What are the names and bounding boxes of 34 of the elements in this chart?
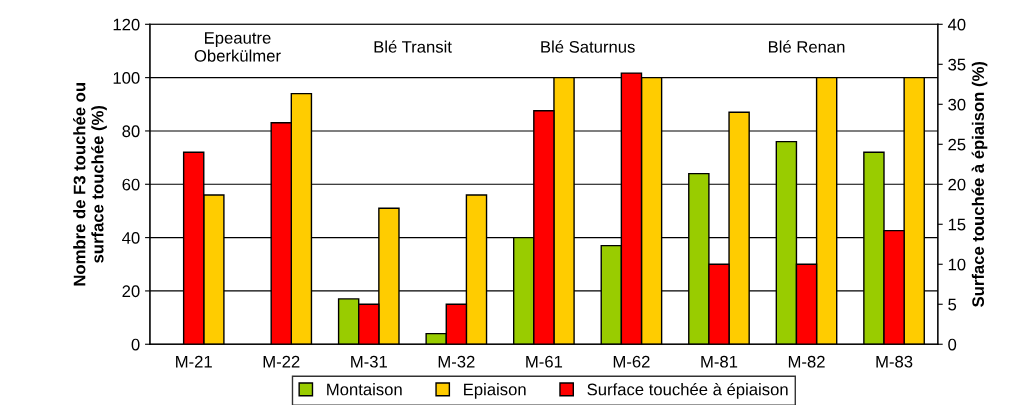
legend-label: Montaison (327, 383, 402, 396)
y-tick-label: 80 (122, 125, 140, 138)
x-tick-label: M-81 (701, 355, 738, 368)
y-axis-title: Nombre de F3 touchée ou surface touchée (%) (73, 83, 107, 286)
y2-tick-label: 0 (948, 338, 957, 351)
y2-tick-label: 15 (948, 218, 966, 231)
x-tick-label: M-22 (263, 355, 300, 368)
y-tick-label: 0 (131, 338, 140, 351)
annotation: Epeautre Oberkülmer (194, 32, 281, 62)
x-tick-label: M-31 (351, 355, 387, 368)
annotation: Blé Transit (374, 40, 452, 53)
y-tick-label: 20 (122, 285, 140, 298)
annotation: Blé Saturnus (541, 40, 635, 53)
y-tick-label: 40 (122, 232, 140, 244)
y-tick-label: 100 (113, 72, 140, 84)
x-tick-label: M-82 (788, 355, 825, 368)
x-tick-label: M-62 (613, 355, 650, 368)
y2-tick-label: 30 (948, 98, 966, 111)
y2-tick-label: 10 (948, 258, 966, 271)
legend-label: Epiaison (464, 383, 526, 399)
x-tick-label: M-61 (526, 355, 563, 368)
legend-label: Surface touchée à épiaison (587, 382, 788, 399)
x-tick-label: M-83 (876, 355, 913, 368)
y2-tick-label: 5 (948, 298, 957, 311)
x-tick-label: M-21 (176, 355, 212, 368)
y2-tick-label: 35 (948, 58, 966, 71)
y-tick-label: 120 (113, 18, 140, 31)
y2-tick-label: 40 (947, 18, 966, 31)
y2-tick-label: 25 (948, 138, 966, 151)
annotation: Blé Renan (768, 40, 845, 53)
y2-axis-title: Surface touchée à épiaison (%) (971, 61, 988, 307)
y2-tick-label: 20 (948, 178, 966, 191)
y-tick-label: 60 (122, 178, 140, 191)
x-tick-label: M-32 (438, 355, 475, 368)
